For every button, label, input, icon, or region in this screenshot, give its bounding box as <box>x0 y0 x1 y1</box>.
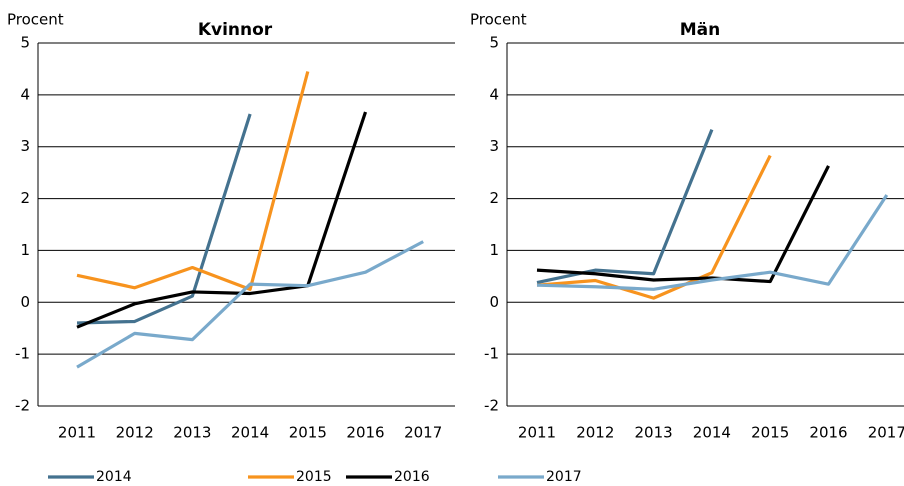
series-line <box>76 240 424 369</box>
series-line <box>536 154 772 300</box>
legend-label: 2014 <box>96 469 132 485</box>
x-tick-label: 2016 <box>809 424 847 442</box>
series-line <box>536 129 714 285</box>
x-tick-label: 2014 <box>231 424 269 442</box>
x-tick-label: 2013 <box>635 424 673 442</box>
x-tick-label: 2015 <box>289 424 327 442</box>
y-tick-label: 5 <box>20 34 30 52</box>
y-tick-label: 0 <box>20 293 30 311</box>
y-tick-label: 2 <box>20 189 30 207</box>
y-tick-label: 3 <box>489 137 499 155</box>
x-tick-label: 2017 <box>404 424 442 442</box>
chart-title: Kvinnor <box>198 20 273 40</box>
x-tick-label: 2015 <box>751 424 789 442</box>
series-line <box>536 194 889 291</box>
y-tick-label: 0 <box>489 293 499 311</box>
x-tick-label: 2017 <box>868 424 904 442</box>
chart-title: Män <box>680 20 721 40</box>
series-line <box>76 111 368 329</box>
x-tick-label: 2014 <box>693 424 731 442</box>
y-tick-label: 5 <box>489 34 499 52</box>
y-tick-label: 1 <box>20 241 30 259</box>
x-tick-label: 2012 <box>576 424 614 442</box>
series-line <box>536 165 830 284</box>
y-tick-label: 1 <box>489 241 499 259</box>
x-tick-label: 2013 <box>173 424 211 442</box>
y-tick-label: -1 <box>15 345 30 363</box>
x-tick-label: 2016 <box>346 424 384 442</box>
x-tick-label: 2011 <box>518 424 556 442</box>
series-line <box>76 71 310 291</box>
y-tick-label: -2 <box>15 397 30 415</box>
x-tick-label: 2011 <box>58 424 96 442</box>
x-tick-label: 2012 <box>116 424 154 442</box>
legend-label: 2015 <box>296 469 332 485</box>
y-tick-label: -2 <box>484 397 499 415</box>
y-tick-label: -1 <box>484 345 499 363</box>
y-axis-label: Procent <box>7 11 64 29</box>
legend-label: 2017 <box>546 469 582 485</box>
y-tick-label: 2 <box>489 189 499 207</box>
legend-label: 2016 <box>394 469 430 485</box>
series-line <box>76 113 252 325</box>
y-tick-label: 3 <box>20 137 30 155</box>
y-axis-label: Procent <box>470 11 527 29</box>
y-tick-label: 4 <box>20 85 30 103</box>
y-tick-label: 4 <box>489 85 499 103</box>
